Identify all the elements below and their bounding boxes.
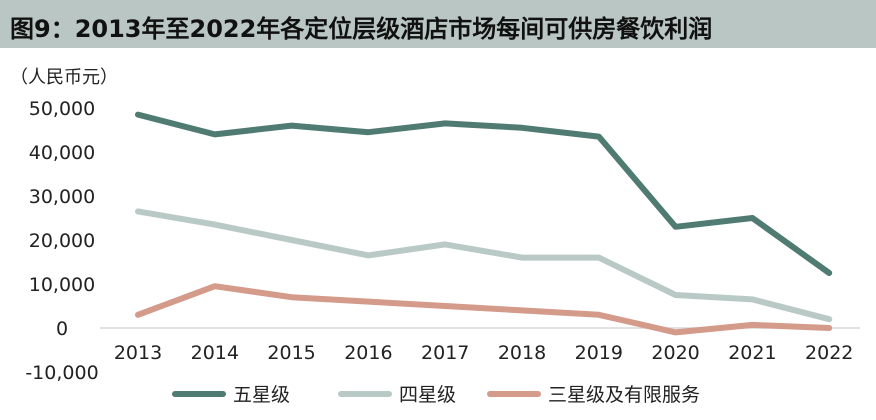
- x-tick-label: 2016: [344, 342, 392, 364]
- x-tick-label: 2017: [421, 342, 469, 364]
- y-tick-label: 0: [56, 318, 68, 340]
- y-tick-label: 30,000: [29, 186, 95, 208]
- x-tick-label: 2019: [575, 342, 623, 364]
- x-axis-ticks: 2013 2014 2015 2016 2017 2018 2019 2020 2021 2022: [114, 342, 854, 364]
- title-bar: 图9：2013年至2022年各定位层级酒店市场每间可供房餐饮利润: [0, 0, 876, 48]
- series-lines: [135, 111, 833, 336]
- y-tick-label: 10,000: [29, 274, 95, 296]
- y-axis-ticks: 50,000 40,000 30,000 20,000 10,000 0 -10,000: [25, 98, 98, 384]
- y-tick-label: -10,000: [25, 362, 98, 384]
- x-tick-label: 2022: [805, 342, 853, 364]
- x-tick-label: 2013: [114, 342, 162, 364]
- legend: 五星级 四星级 三星级及有限服务: [172, 384, 700, 406]
- x-tick-label: 2014: [191, 342, 239, 364]
- y-axis-unit: （人民币元）: [10, 67, 118, 88]
- series-line-1: [135, 208, 833, 323]
- x-tick-label: 2020: [651, 342, 699, 364]
- series-line-0: [135, 111, 833, 276]
- x-tick-label: 2021: [728, 342, 776, 364]
- y-tick-label: 40,000: [29, 142, 95, 164]
- x-tick-label: 2018: [498, 342, 546, 364]
- legend-label-2: 三星级及有限服务: [548, 384, 700, 406]
- legend-label-0: 五星级: [233, 384, 290, 406]
- x-tick-label: 2015: [267, 342, 315, 364]
- series-line-2: [135, 283, 833, 336]
- y-tick-label: 20,000: [29, 230, 95, 252]
- y-tick-label: 50,000: [29, 98, 95, 120]
- chart-title: 图9：2013年至2022年各定位层级酒店市场每间可供房餐饮利润: [10, 15, 713, 43]
- legend-label-1: 四星级: [399, 384, 456, 406]
